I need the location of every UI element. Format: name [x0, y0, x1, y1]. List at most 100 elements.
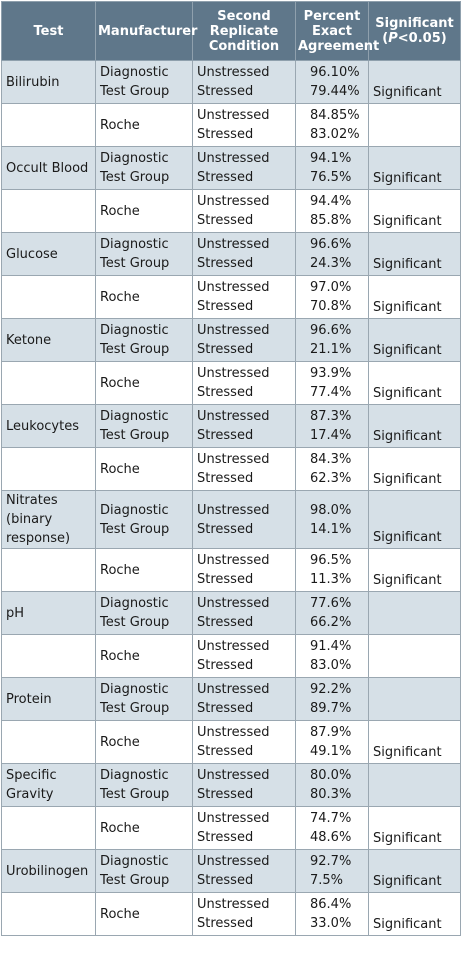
agreement: 66.2%	[310, 615, 352, 630]
agreement-cell: 94.4% 85.8%	[295, 189, 369, 233]
significant-cell	[368, 677, 461, 721]
manufacturer-cell: Roche	[95, 548, 193, 592]
condition-cell: Unstressed Stressed	[192, 677, 296, 721]
condition-cell: Unstressed Stressed	[192, 103, 296, 147]
table-row: Urobilinogen Diagnostic Test Group Unstres…	[1, 849, 461, 893]
test-cell: Specific Gravity	[1, 763, 96, 807]
agreement-cell: 96.6% 24.3%	[295, 232, 369, 276]
agreement: 14.1%	[310, 521, 352, 537]
agreement: 92.7%	[310, 854, 352, 869]
agreement: 91.4%	[310, 639, 352, 654]
agreement: 80.3%	[310, 787, 352, 802]
significant-cell: Significant	[368, 892, 461, 936]
agreement: 86.4%	[310, 897, 352, 912]
table-row: Occult Blood Diagnostic Test Group Unstres…	[1, 146, 461, 190]
agreement-cell: 96.6% 21.1%	[295, 318, 369, 362]
manufacturer-cell: Roche	[95, 720, 193, 764]
condition-cell: Unstressed Stressed	[192, 548, 296, 592]
condition: Stressed	[197, 299, 254, 314]
agreement: 77.4%	[310, 385, 352, 400]
table-row: pH Diagnostic Test Group Unstressed Stresse…	[1, 591, 461, 635]
manufacturer-cell: Roche	[95, 103, 193, 147]
agreement-cell: 87.3% 17.4%	[295, 404, 369, 448]
condition-cell: Unstressed Stressed	[192, 189, 296, 233]
significant-cell: Significant	[368, 318, 461, 362]
header-row: Test Manufacturer Second Replicate Condi…	[1, 1, 461, 61]
agreement: 77.6%	[310, 596, 352, 611]
agreement: 62.3%	[310, 471, 352, 486]
condition-cell: Unstressed Stressed	[192, 232, 296, 276]
agreement-cell: 91.4% 83.0%	[295, 634, 369, 678]
condition: Stressed	[197, 428, 254, 443]
test-cell: Glucose	[1, 232, 96, 276]
agreement-cell: 87.9% 49.1%	[295, 720, 369, 764]
manufacturer-cell: Roche	[95, 189, 193, 233]
manufacturer-cell: Roche	[95, 634, 193, 678]
agreement: 17.4%	[310, 428, 352, 443]
significant-cell	[368, 763, 461, 807]
table-row: Bilirubin Diagnostic Test Group Unstressed…	[1, 60, 461, 104]
manufacturer-cell: Roche	[95, 806, 193, 850]
condition: Stressed	[197, 521, 254, 537]
significant-cell	[368, 591, 461, 635]
manufacturer-cell: Roche	[95, 275, 193, 319]
table-row: Roche Unstressed Stressed 96.5% 11.3% Signifi…	[1, 548, 461, 592]
manufacturer-cell: Diagnostic Test Group	[95, 849, 193, 893]
significant-cell: Significant	[368, 849, 461, 893]
test-cell: Urobilinogen	[1, 849, 96, 893]
condition-cell: Unstressed Stressed	[192, 591, 296, 635]
agreement-cell: 97.0% 70.8%	[295, 275, 369, 319]
table-row: Roche Unstressed Stressed 94.4% 85.8% Signifi…	[1, 189, 461, 233]
agreement-cell: 98.0% 14.1%	[295, 490, 369, 549]
agreement: 92.2%	[310, 682, 352, 697]
agreement: 11.3%	[310, 572, 352, 587]
table-row: Glucose Diagnostic Test Group Unstressed St…	[1, 232, 461, 276]
agreement: 70.8%	[310, 299, 352, 314]
agreement: 74.7%	[310, 811, 352, 826]
condition-cell: Unstressed Stressed	[192, 720, 296, 764]
test-cell: Protein	[1, 677, 96, 721]
condition: Unstressed	[197, 237, 270, 252]
table-row: Protein Diagnostic Test Group Unstressed St…	[1, 677, 461, 721]
test-cell: Nitrates (binary response)	[1, 490, 96, 549]
table-row: Roche Unstressed Stressed 84.85% 83.02%	[1, 103, 461, 147]
agreement-cell: 86.4% 33.0%	[295, 892, 369, 936]
significant-cell: Significant	[368, 189, 461, 233]
condition-cell: Unstressed Stressed	[192, 60, 296, 104]
header-cell: Manufacturer	[95, 1, 197, 61]
agreement: 76.5%	[310, 170, 352, 185]
agreement: 89.7%	[310, 701, 352, 716]
agreement: 96.10%	[310, 65, 360, 80]
agreement: 21.1%	[310, 342, 352, 357]
test-cell	[1, 189, 96, 233]
condition: Stressed	[197, 84, 254, 99]
agreement: 93.9%	[310, 366, 352, 381]
agreement: 80.0%	[310, 768, 352, 783]
condition: Unstressed	[197, 854, 270, 869]
condition: Stressed	[197, 170, 254, 185]
condition: Unstressed	[197, 280, 270, 295]
condition: Unstressed	[197, 553, 270, 568]
condition: Stressed	[197, 744, 254, 759]
condition-cell: Unstressed Stressed	[192, 318, 296, 362]
table-row: Leukocytes Diagnostic Test Group Unstresse…	[1, 404, 461, 448]
table-body: Bilirubin Diagnostic Test Group Unstressed…	[1, 60, 461, 936]
condition: Stressed	[197, 658, 254, 673]
table-row: Roche Unstressed Stressed 84.3% 62.3% Signifi…	[1, 447, 461, 491]
significant-cell	[368, 634, 461, 678]
agreement: 84.3%	[310, 452, 352, 467]
agreement: 94.4%	[310, 194, 352, 209]
test-cell: Bilirubin	[1, 60, 96, 104]
agreement: 85.8%	[310, 213, 352, 228]
agreement: 87.3%	[310, 409, 352, 424]
agreement-cell: 74.7% 48.6%	[295, 806, 369, 850]
header-cell: Percent Exact Agreement	[295, 1, 379, 61]
agreement-cell: 96.10% 79.44%	[295, 60, 369, 104]
agreement: 87.9%	[310, 725, 352, 740]
significant-cell: Significant	[368, 275, 461, 319]
condition: Unstressed	[197, 768, 270, 783]
test-cell: Ketone	[1, 318, 96, 362]
condition: Unstressed	[197, 194, 270, 209]
condition-cell: Unstressed Stressed	[192, 806, 296, 850]
